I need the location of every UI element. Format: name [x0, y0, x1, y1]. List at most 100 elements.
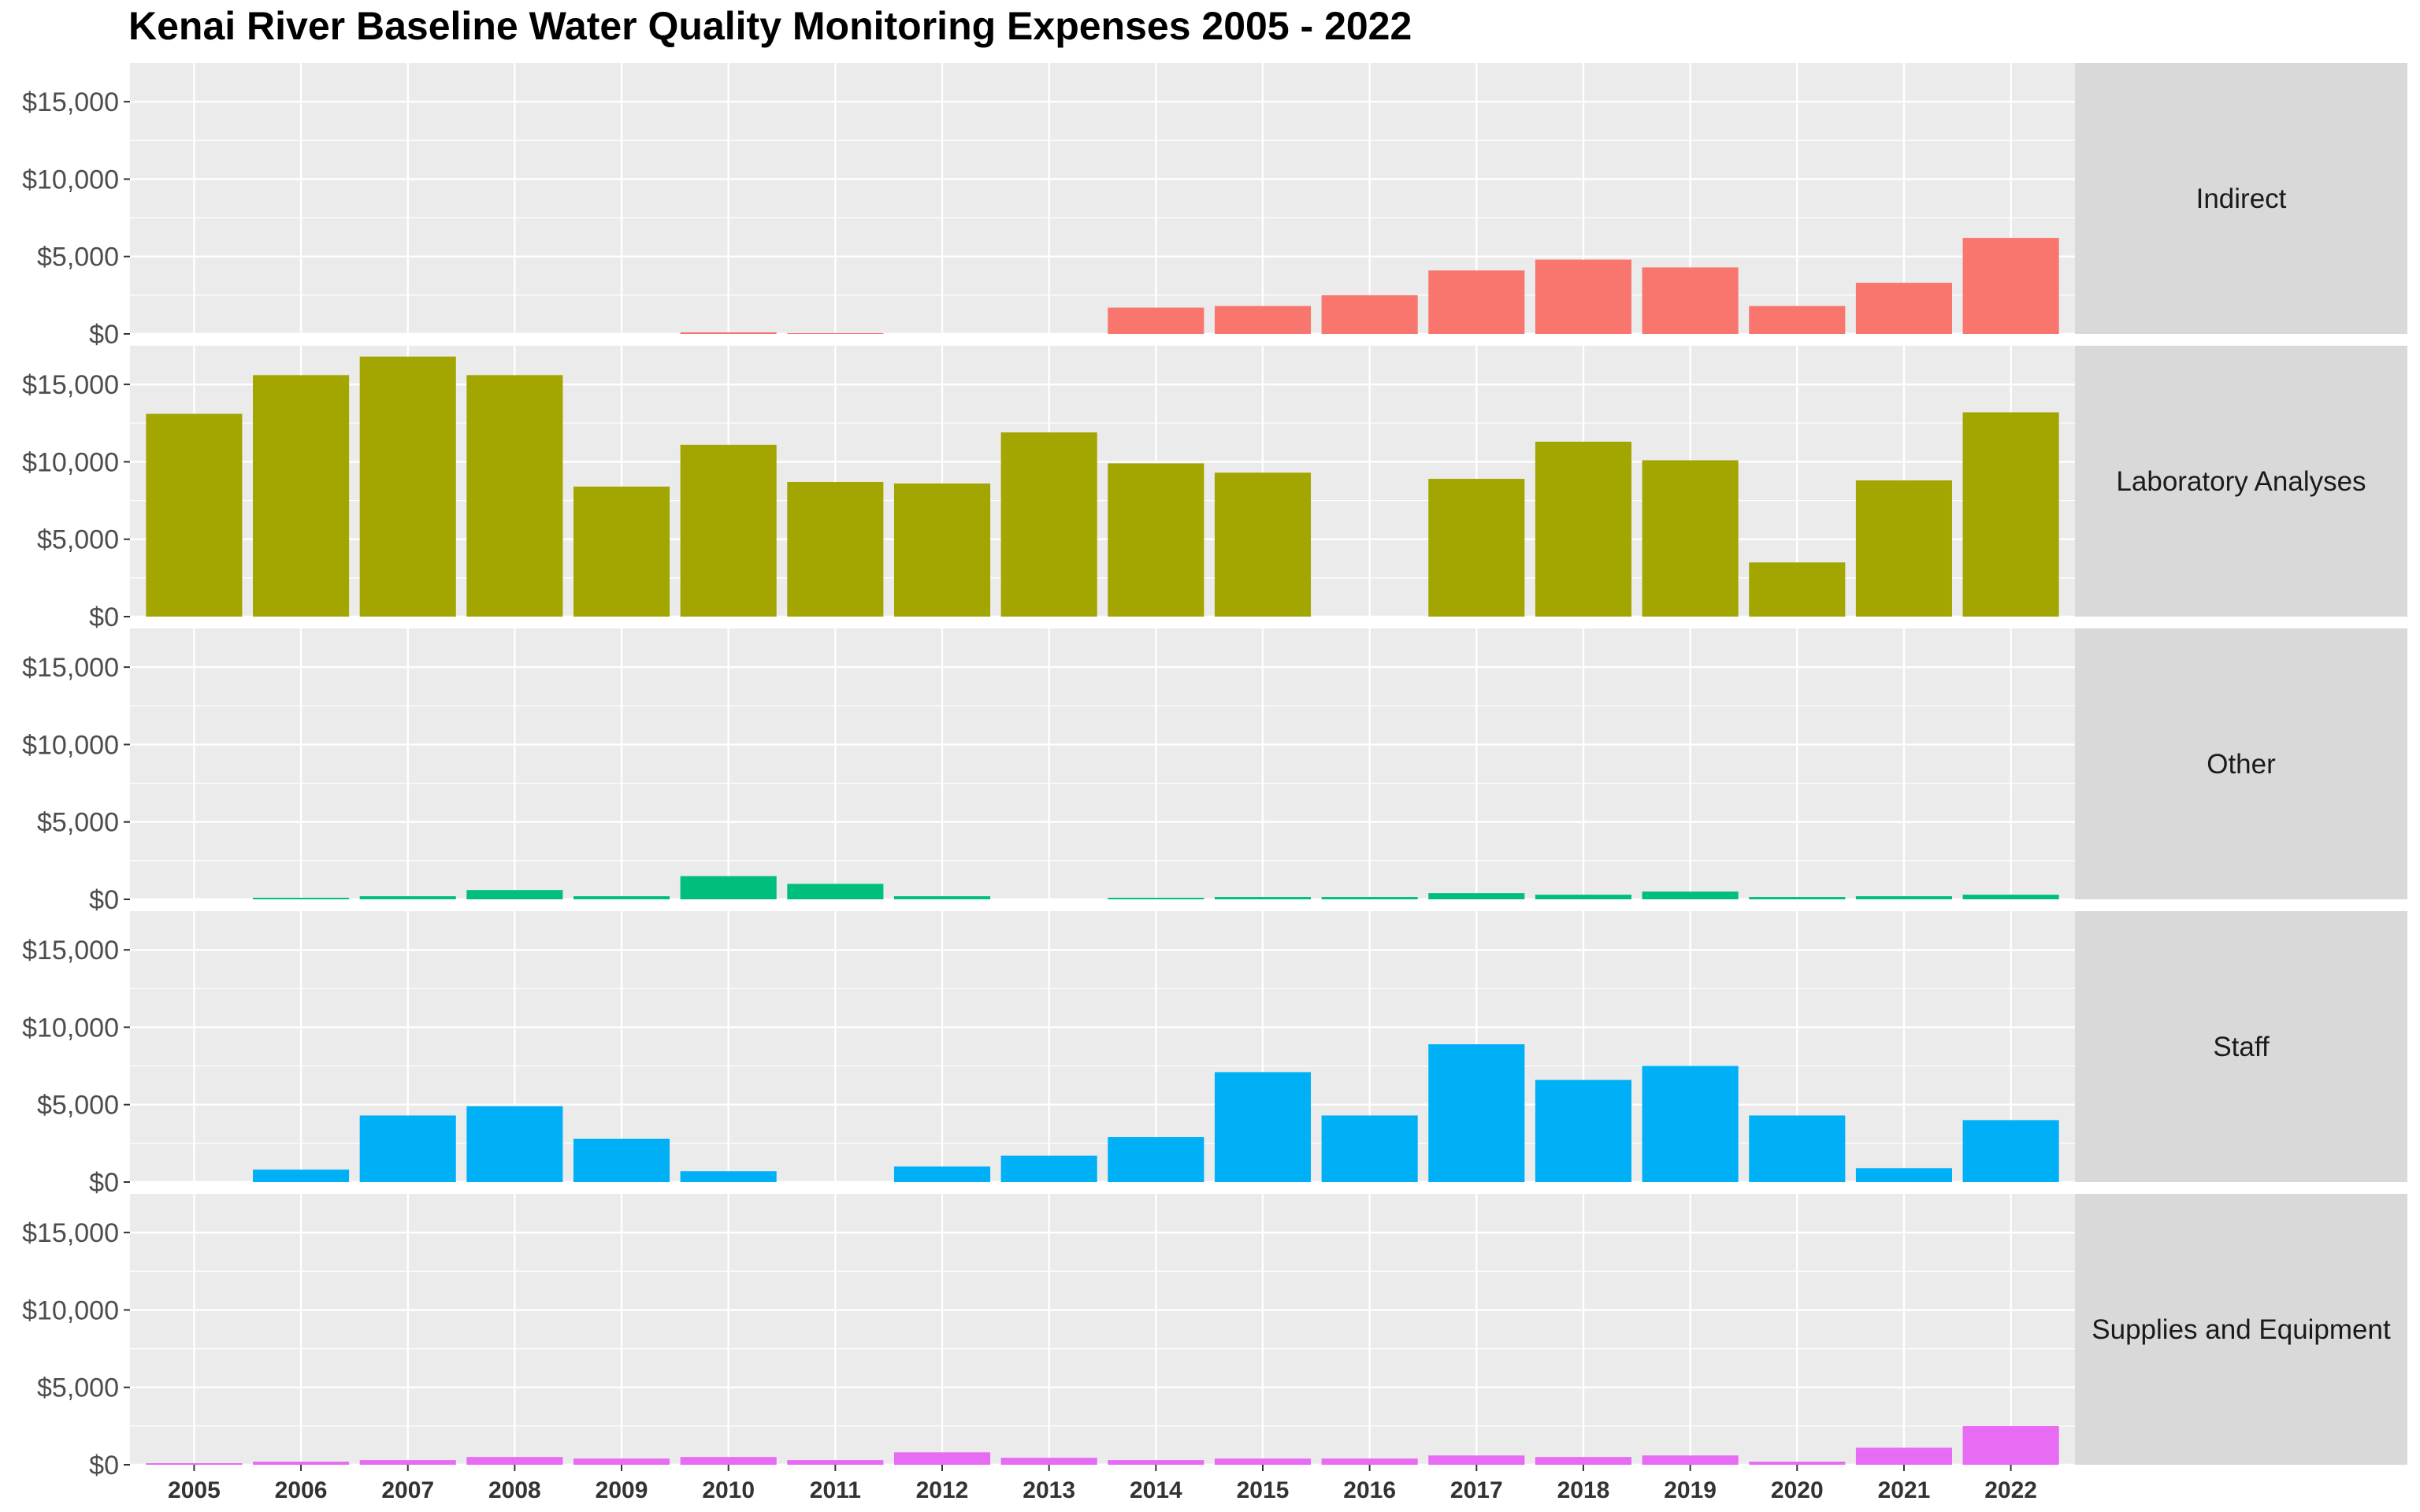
panel-background: [130, 63, 2075, 334]
y-tick-label: $15,000: [22, 653, 119, 683]
x-tick-label: 2011: [810, 1477, 861, 1503]
x-tick-label: 2021: [1878, 1477, 1931, 1503]
bar-staff: [1321, 1115, 1418, 1182]
bar-laboratory-analyses: [1214, 472, 1312, 617]
bar-other: [1642, 891, 1739, 899]
bar-laboratory-analyses: [359, 356, 456, 617]
bar-other: [680, 876, 777, 899]
bar-indirect: [1749, 306, 1846, 334]
bar-laboratory-analyses: [1855, 480, 1952, 617]
bar-indirect: [1855, 283, 1952, 334]
bar-staff: [1535, 1080, 1632, 1182]
y-tick-label: $5,000: [37, 525, 119, 555]
bar-supplies-and-equipment: [893, 1452, 991, 1465]
x-tick-label: 2008: [488, 1477, 541, 1503]
bar-supplies-and-equipment: [573, 1458, 670, 1465]
bar-supplies-and-equipment: [1214, 1458, 1312, 1465]
bar-indirect: [787, 333, 884, 335]
y-tick-label: $10,000: [22, 730, 119, 760]
x-tick-label: 2015: [1237, 1477, 1290, 1503]
bar-supplies-and-equipment: [787, 1460, 884, 1465]
bar-staff: [1214, 1072, 1312, 1182]
bar-other: [1428, 893, 1525, 899]
bar-supplies-and-equipment: [359, 1460, 456, 1465]
facet-panel: $0 $5,000 $10,000 $15,000 Supplies and Equip…: [22, 1194, 2407, 1480]
bar-laboratory-analyses: [1535, 441, 1632, 617]
bar-laboratory-analyses: [1962, 412, 2059, 617]
bar-staff: [359, 1115, 456, 1182]
bar-laboratory-analyses: [680, 444, 777, 617]
bar-staff: [253, 1169, 350, 1182]
bar-other: [1962, 895, 2059, 899]
bar-other: [1321, 897, 1418, 899]
bar-supplies-and-equipment: [1642, 1455, 1739, 1465]
bar-other: [359, 896, 456, 899]
bar-other: [253, 898, 350, 899]
y-tick-label: $0: [89, 1168, 119, 1198]
bar-staff: [1855, 1168, 1952, 1182]
bar-staff: [680, 1171, 777, 1182]
bar-laboratory-analyses: [1428, 479, 1525, 617]
bar-laboratory-analyses: [1108, 463, 1204, 617]
x-tick-label: 2007: [381, 1477, 434, 1503]
bar-other: [1108, 898, 1204, 899]
bar-supplies-and-equipment: [1108, 1460, 1204, 1465]
x-tick-label: 2005: [168, 1477, 221, 1503]
x-tick-label: 2017: [1450, 1477, 1503, 1503]
bar-other: [893, 896, 991, 899]
bar-staff: [893, 1166, 991, 1182]
x-tick-label: 2020: [1771, 1477, 1824, 1503]
bar-staff: [573, 1138, 670, 1182]
facet-strip: [2075, 63, 2407, 334]
y-tick-label: $15,000: [22, 936, 119, 965]
bar-laboratory-analyses: [253, 375, 350, 617]
bar-laboratory-analyses: [146, 413, 243, 617]
y-tick-label: $0: [89, 602, 119, 632]
bar-other: [573, 896, 670, 899]
panel-background: [130, 628, 2075, 899]
facet-strip-label: Supplies and Equipment: [2092, 1314, 2391, 1345]
facet-strip-label: Other: [2207, 749, 2276, 780]
y-tick-label: $10,000: [22, 1013, 119, 1043]
y-tick-label: $0: [89, 1451, 119, 1480]
bar-other: [787, 884, 884, 899]
y-tick-label: $10,000: [22, 447, 119, 477]
bar-indirect: [1642, 267, 1739, 334]
x-tick-label: 2010: [702, 1477, 755, 1503]
x-tick-label: 2016: [1343, 1477, 1396, 1503]
x-tick-label: 2009: [596, 1477, 648, 1503]
bar-other: [1749, 897, 1846, 899]
chart-title: Kenai River Baseline Water Quality Monit…: [128, 4, 1412, 48]
bar-supplies-and-equipment: [466, 1457, 563, 1465]
bar-supplies-and-equipment: [1962, 1425, 2059, 1465]
bar-supplies-and-equipment: [146, 1463, 243, 1465]
bar-staff: [466, 1106, 563, 1182]
bar-supplies-and-equipment: [1000, 1458, 1097, 1465]
bar-laboratory-analyses: [466, 375, 563, 617]
facet-strip: [2075, 911, 2407, 1182]
y-tick-label: $5,000: [37, 1091, 119, 1121]
y-tick-label: $15,000: [22, 1218, 119, 1248]
x-tick-label: 2012: [916, 1477, 969, 1503]
bar-other: [1535, 895, 1632, 899]
bar-indirect: [1428, 270, 1525, 334]
facet-strip: [2075, 1194, 2407, 1465]
facet-panels: $0 $5,000 $10,000 $15,000 Indirect $0 $5,000 $1…: [22, 63, 2407, 1480]
bar-laboratory-analyses: [1000, 432, 1097, 617]
bar-laboratory-analyses: [893, 483, 991, 617]
bar-laboratory-analyses: [787, 481, 884, 617]
bar-supplies-and-equipment: [680, 1457, 777, 1465]
bar-indirect: [1108, 307, 1204, 334]
bar-indirect: [1321, 295, 1418, 334]
facet-panel: $0 $5,000 $10,000 $15,000 Laboratory Analyse…: [22, 346, 2407, 632]
facet-strip-label: Laboratory Analyses: [2116, 466, 2366, 497]
bar-indirect: [1962, 238, 2059, 334]
x-tick-label: 2019: [1664, 1477, 1717, 1503]
facet-panel: $0 $5,000 $10,000 $15,000 Indirect: [22, 63, 2407, 350]
y-tick-label: $5,000: [37, 808, 119, 838]
x-tick-label: 2022: [1984, 1477, 2037, 1503]
bar-other: [466, 890, 563, 899]
bar-supplies-and-equipment: [1855, 1447, 1952, 1465]
bar-supplies-and-equipment: [1749, 1462, 1846, 1465]
